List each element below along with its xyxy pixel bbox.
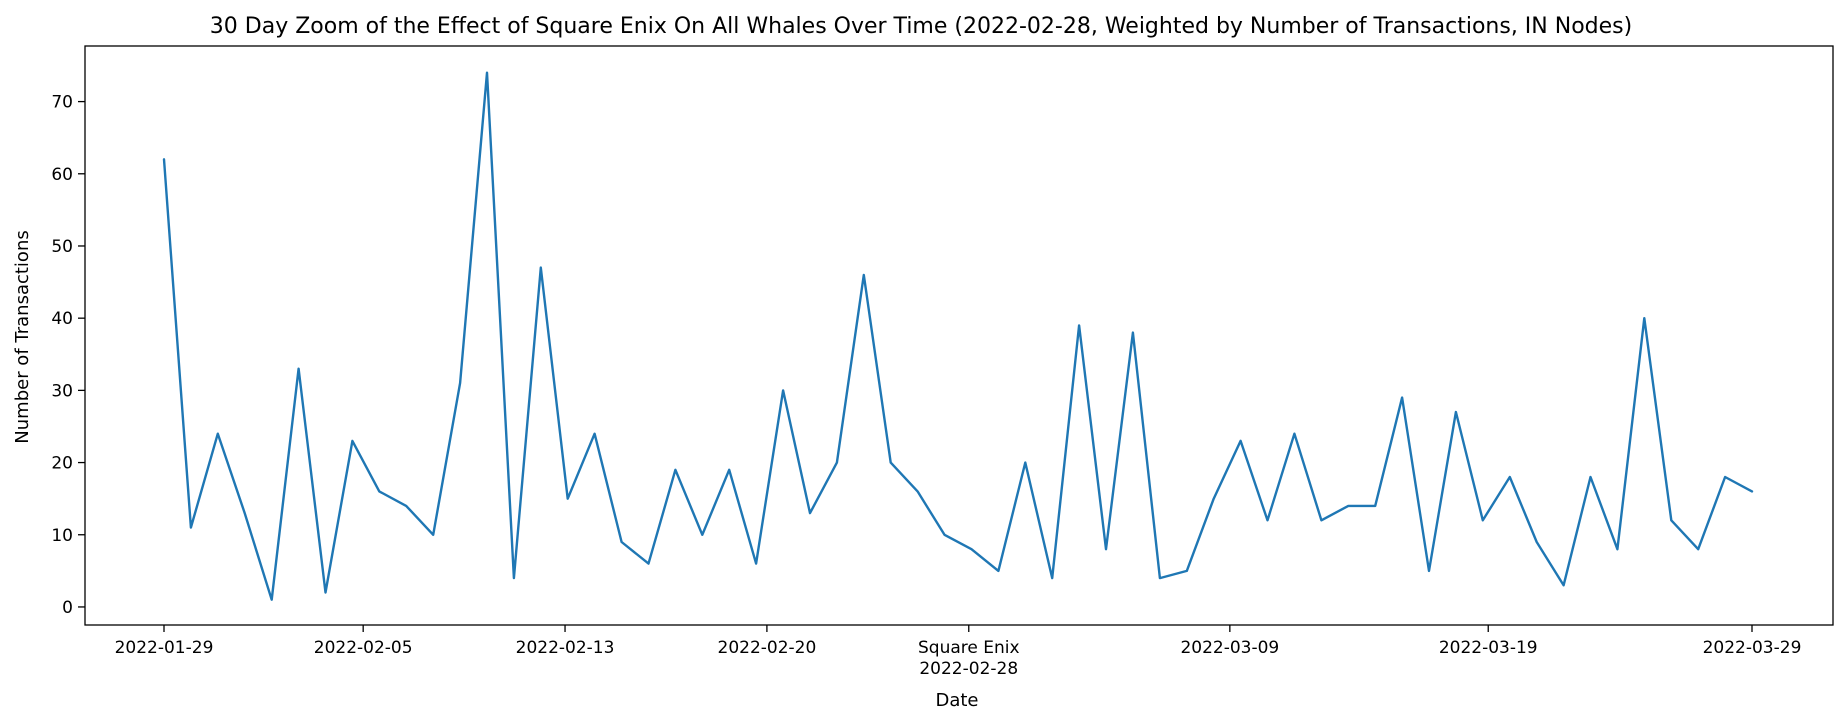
x-tick-label: 2022-03-29: [1703, 638, 1802, 658]
y-tick-label: 10: [51, 526, 73, 546]
x-tick-label: 2022-01-29: [115, 638, 214, 658]
y-tick-label: 20: [51, 454, 73, 474]
chart-title: 30 Day Zoom of the Effect of Square Enix…: [210, 14, 1632, 39]
x-tick-label: 2022-03-19: [1439, 638, 1538, 658]
plot-frame: [84, 45, 1834, 626]
y-tick-label: 0: [62, 598, 73, 618]
x-axis-label: Date: [935, 690, 978, 711]
x-tick-label: 2022-02-28: [919, 659, 1018, 679]
x-tick-label: 2022-02-20: [718, 638, 817, 658]
y-axis-label: Number of Transactions: [12, 230, 33, 443]
x-tick-label: 2022-02-05: [314, 638, 413, 658]
y-tick-label: 70: [51, 93, 73, 113]
series-line: [162, 71, 1754, 601]
y-tick-label: 40: [51, 309, 73, 329]
x-tick-label: 2022-03-09: [1180, 638, 1279, 658]
x-tick-label: 2022-02-13: [516, 638, 615, 658]
plot-area: 0 10 20 30 40 50 60 70 2022-01-29 2022-02-05 2022-…: [51, 45, 1834, 679]
y-tick-label: 50: [51, 237, 73, 257]
event-annotation-label: Square Enix: [918, 638, 1020, 658]
y-tick-label: 60: [51, 165, 73, 185]
y-tick-label: 30: [51, 381, 73, 401]
